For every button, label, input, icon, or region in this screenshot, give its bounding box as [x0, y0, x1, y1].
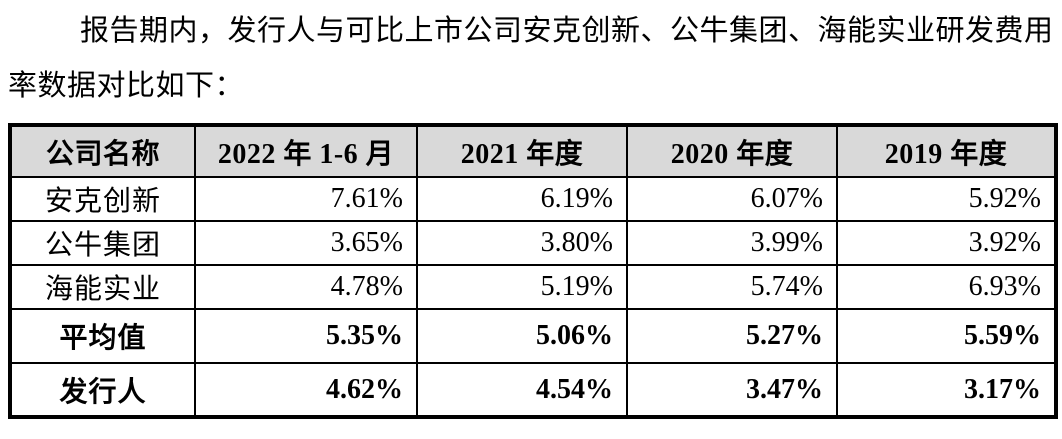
- value-cell: 4.62%: [194, 362, 418, 418]
- table-row-hainen: 海能实业 4.78% 5.19% 5.74% 6.93%: [9, 264, 1057, 310]
- company-name-cell: 安克创新: [9, 176, 196, 222]
- column-header-2022h1: 2022 年 1-6 月: [194, 124, 418, 178]
- table-header-row: 公司名称 2022 年 1-6 月 2021 年度 2020 年度 2019 年…: [9, 124, 1057, 178]
- value-cell: 3.47%: [626, 362, 838, 418]
- value-cell: 5.27%: [626, 308, 838, 364]
- value-cell: 3.17%: [836, 362, 1057, 418]
- value-cell: 3.99%: [626, 220, 838, 266]
- column-header-2020: 2020 年度: [626, 124, 838, 178]
- value-cell: 5.19%: [416, 264, 628, 310]
- value-cell: 4.54%: [416, 362, 628, 418]
- value-cell: 5.06%: [416, 308, 628, 364]
- table-row-anker: 安克创新 7.61% 6.19% 6.07% 5.92%: [9, 176, 1057, 222]
- value-cell: 4.78%: [194, 264, 418, 310]
- column-header-2019: 2019 年度: [836, 124, 1057, 178]
- company-name-cell: 发行人: [9, 362, 196, 418]
- company-name-cell: 平均值: [9, 308, 196, 364]
- value-cell: 7.61%: [194, 176, 418, 222]
- intro-paragraph: 报告期内，发行人与可比上市公司安克创新、公牛集团、海能实业研发费用 率数据对比如…: [0, 0, 1062, 114]
- value-cell: 6.19%: [416, 176, 628, 222]
- value-cell: 3.92%: [836, 220, 1057, 266]
- rd-expense-ratio-table: 公司名称 2022 年 1-6 月 2021 年度 2020 年度 2019 年…: [8, 123, 1058, 419]
- value-cell: 6.07%: [626, 176, 838, 222]
- column-header-2021: 2021 年度: [416, 124, 628, 178]
- value-cell: 5.59%: [836, 308, 1057, 364]
- company-name-cell: 海能实业: [9, 264, 196, 310]
- value-cell: 3.80%: [416, 220, 628, 266]
- value-cell: 5.92%: [836, 176, 1057, 222]
- value-cell: 5.35%: [194, 308, 418, 364]
- column-header-company: 公司名称: [9, 124, 196, 178]
- value-cell: 5.74%: [626, 264, 838, 310]
- value-cell: 6.93%: [836, 264, 1057, 310]
- value-cell: 3.65%: [194, 220, 418, 266]
- table-row-issuer: 发行人 4.62% 4.54% 3.47% 3.17%: [9, 362, 1057, 418]
- table-row-average: 平均值 5.35% 5.06% 5.27% 5.59%: [9, 308, 1057, 364]
- paragraph-line-1: 报告期内，发行人与可比上市公司安克创新、公牛集团、海能实业研发费用: [80, 15, 1054, 47]
- company-name-cell: 公牛集团: [9, 220, 196, 266]
- paragraph-line-2: 率数据对比如下：: [8, 70, 245, 102]
- table-row-bull: 公牛集团 3.65% 3.80% 3.99% 3.92%: [9, 220, 1057, 266]
